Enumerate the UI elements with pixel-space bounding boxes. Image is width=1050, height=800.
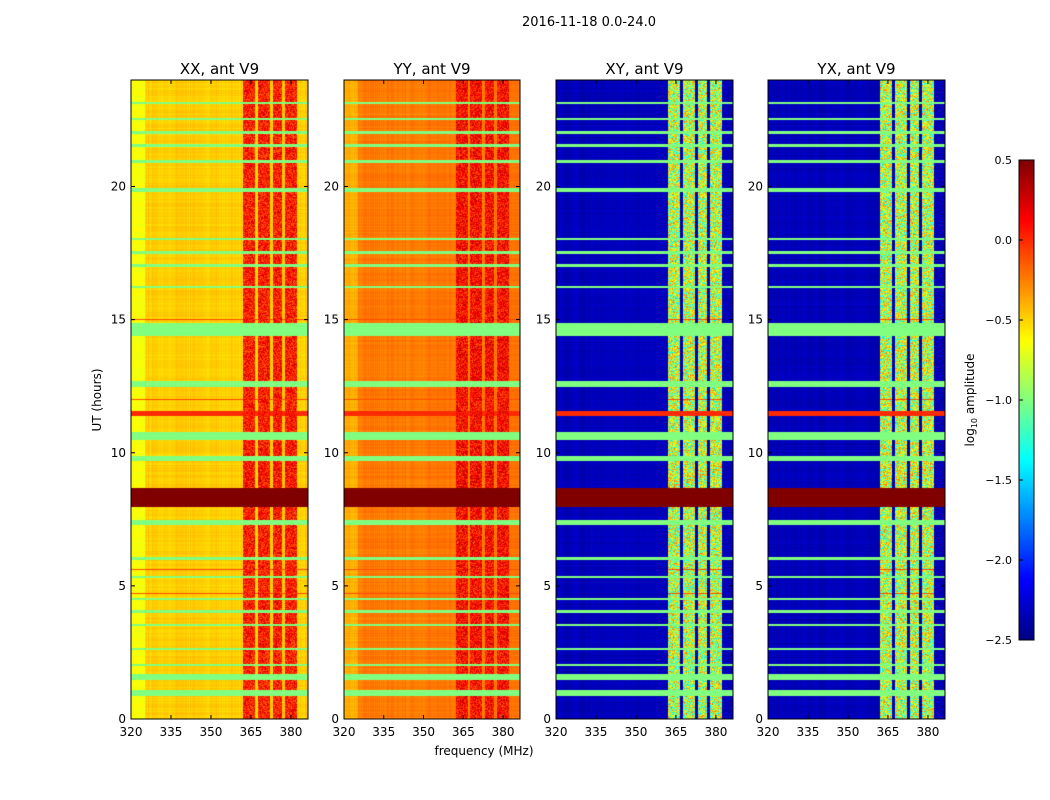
- y-tick-label: 0: [118, 712, 126, 726]
- panel-title: XY, ant V9: [605, 60, 683, 78]
- y-tick-label: 10: [748, 446, 763, 460]
- y-tick-label: 15: [111, 313, 126, 327]
- y-tick-label: 15: [748, 313, 763, 327]
- y-tick-label: 5: [543, 579, 551, 593]
- figure-title: 2016-11-18 0.0-24.0: [522, 15, 656, 30]
- colorbar-tick-label: −2.0: [985, 554, 1012, 567]
- y-tick-label: 15: [324, 313, 339, 327]
- heatmap-yy: [344, 80, 520, 719]
- colorbar-tick-label: −2.5: [985, 634, 1012, 647]
- y-tick-label: 0: [543, 712, 551, 726]
- x-tick-label: 335: [797, 725, 820, 739]
- y-tick-label: 5: [755, 579, 763, 593]
- x-tick-label: 380: [916, 725, 939, 739]
- x-tick-label: 320: [333, 725, 356, 739]
- x-tick-label: 335: [160, 725, 183, 739]
- panel-frame: [130, 79, 309, 720]
- x-tick-label: 335: [372, 725, 395, 739]
- panel-title: YX, ant V9: [816, 60, 895, 78]
- colorbar-tick-label: −0.5: [985, 314, 1012, 327]
- heatmap-xx: [131, 80, 308, 719]
- y-tick-label: 20: [748, 180, 763, 194]
- colorbar: [1019, 160, 1034, 640]
- colorbar-tick-label: −1.0: [985, 394, 1012, 407]
- heatmap-yx: [768, 80, 945, 719]
- colorbar-label: log10 amplitude: [963, 354, 979, 447]
- y-tick-label: 20: [324, 180, 339, 194]
- x-tick-label: 380: [704, 725, 727, 739]
- y-tick-label: 0: [755, 712, 763, 726]
- colorbar-tick-label: −1.5: [985, 474, 1012, 487]
- x-tick-label: 350: [625, 725, 648, 739]
- x-tick-label: 320: [120, 725, 143, 739]
- y-tick-label: 10: [111, 446, 126, 460]
- y-tick-label: 10: [536, 446, 551, 460]
- x-tick-label: 365: [452, 725, 475, 739]
- colorbar-tick-label: 0.5: [995, 154, 1013, 167]
- x-tick-label: 365: [240, 725, 263, 739]
- x-tick-label: 365: [877, 725, 900, 739]
- x-tick-label: 365: [665, 725, 688, 739]
- y-tick-label: 5: [118, 579, 126, 593]
- y-axis-label: UT (hours): [90, 368, 104, 431]
- y-tick-label: 20: [111, 180, 126, 194]
- y-tick-label: 10: [324, 446, 339, 460]
- panel-frame: [767, 79, 946, 720]
- y-tick-label: 20: [536, 180, 551, 194]
- x-tick-label: 350: [200, 725, 223, 739]
- x-tick-label: 380: [279, 725, 302, 739]
- x-tick-label: 320: [545, 725, 568, 739]
- panel-frame: [555, 79, 734, 720]
- x-tick-label: 380: [492, 725, 515, 739]
- y-tick-label: 5: [331, 579, 339, 593]
- x-tick-label: 350: [837, 725, 860, 739]
- panel-title: XX, ant V9: [180, 60, 259, 78]
- panel-title: YY, ant V9: [392, 60, 470, 78]
- y-tick-label: 15: [536, 313, 551, 327]
- colorbar-tick-label: 0.0: [995, 234, 1013, 247]
- y-tick-label: 0: [331, 712, 339, 726]
- heatmap-xy: [556, 80, 733, 719]
- x-tick-label: 350: [412, 725, 435, 739]
- x-tick-label: 320: [757, 725, 780, 739]
- x-axis-label: frequency (MHz): [434, 744, 533, 758]
- panel-frame: [343, 79, 521, 720]
- x-tick-label: 335: [585, 725, 608, 739]
